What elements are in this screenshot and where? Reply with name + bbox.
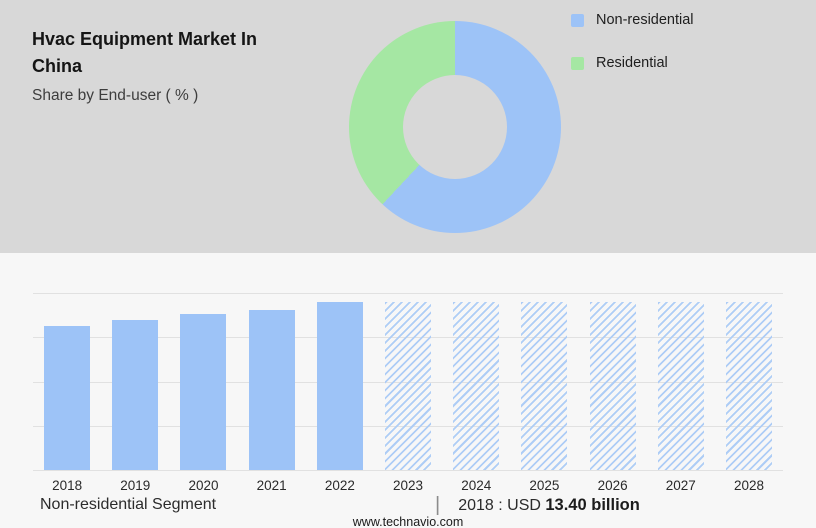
page-subtitle: Share by End-user ( % ) [32,87,199,104]
forecast-bar-2023 [385,302,432,470]
website-url: www.technavio.com [352,515,464,528]
footer-value: 2018 : USD 13.40 billion [458,496,640,515]
legend: Non-residential Residential [571,12,694,71]
non-residential-swatch-icon [571,13,584,27]
bar-column: 2027 [647,293,715,493]
bar-2018 [44,326,91,470]
donut-chart [349,21,561,233]
forecast-bar-2025 [521,302,568,470]
bar-2019 [112,320,159,470]
bar-year-label: 2020 [188,478,219,493]
legend-item-residential: Residential [571,55,694,71]
footer-value-prefix: 2018 : USD [458,496,541,514]
title-block: Hvac Equipment Market In China Share by … [32,26,302,105]
segment-label: Non-residential Segment [40,496,217,513]
footer-row: Non-residential Segment | 2018 : USD 13.… [40,490,816,520]
bar-chart: 2018 2019 2020 2021 2022 2023 2024 2025 2026 2027… [33,293,783,493]
bar-year-label: 2027 [665,478,696,493]
bar-year-label: 2023 [393,478,424,493]
page-title: Hvac Equipment Market In China [32,29,258,76]
forecast-bar-2024 [453,302,500,470]
bar-section: 2018 2019 2020 2021 2022 2023 2024 2025 2026 2027… [0,253,816,528]
legend-label: Residential [596,55,668,71]
legend-item-non-residential: Non-residential [571,12,694,28]
forecast-bar-2026 [589,302,636,470]
baseline [33,470,783,471]
bar-2021 [248,310,295,470]
bar-column: 2024 [442,293,510,493]
bar-column: 2018 [33,293,101,493]
bar-2020 [180,314,227,470]
residential-swatch-icon [571,56,584,70]
bar-columns: 2018 2019 2020 2021 2022 2023 2024 2025 2026 2027… [33,293,783,493]
footer-separator: | [435,493,441,516]
bar-column: 2021 [238,293,306,493]
gridline [33,293,783,294]
bar-2022 [316,302,363,470]
legend-label: Non-residential [596,12,694,28]
bar-column: 2028 [715,293,783,493]
bar-column: 2026 [579,293,647,493]
bar-column: 2019 [101,293,169,493]
forecast-bar-2028 [725,302,772,470]
bar-year-label: 2019 [120,478,151,493]
footer-value-bold: 13.40 billion [545,495,640,514]
forecast-bar-2027 [657,302,704,470]
donut-hole [403,75,507,179]
bar-year-label: 2021 [256,478,287,493]
footer-value-group: | 2018 : USD 13.40 billion [435,494,640,517]
bar-year-label: 2028 [733,478,764,493]
bar-year-label: 2025 [529,478,560,493]
bar-column: 2020 [169,293,237,493]
donut-section: Hvac Equipment Market In China Share by … [0,0,816,253]
bar-year-label: 2018 [52,478,83,493]
bar-column: 2025 [510,293,578,493]
bar-year-label: 2024 [461,478,492,493]
bar-column: 2022 [306,293,374,493]
bar-year-label: 2022 [324,478,355,493]
bar-column: 2023 [374,293,442,493]
bar-year-label: 2026 [597,478,628,493]
